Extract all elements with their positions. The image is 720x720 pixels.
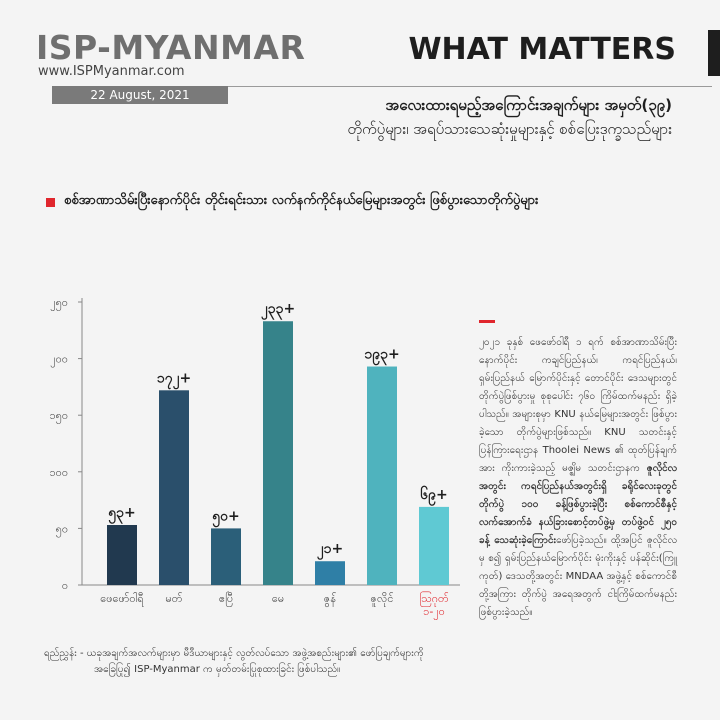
title-rule — [52, 86, 712, 87]
bar — [419, 506, 449, 585]
bar-value-label: ၅၀+ — [212, 508, 239, 527]
bar — [263, 321, 293, 585]
x-category-label: ဩဂုတ်၁-၂၀ — [419, 591, 449, 620]
bar — [107, 525, 137, 585]
website-url[interactable]: www.ISPMyanmar.com — [38, 64, 185, 79]
x-category-label: မတ် — [166, 592, 183, 605]
chart-subtitle: စစ်အာဏာသိမ်းပြီးနောက်ပိုင်း တိုင်းရင်းသာ… — [64, 193, 539, 208]
bar-value-label: ၆၉+ — [420, 486, 447, 506]
bar-value-label: ၂၁+ — [317, 541, 343, 560]
bar-value-label: ၁၇၂+ — [157, 370, 191, 389]
y-tick-label: ၅၀ — [56, 522, 68, 537]
x-category-label: ဇွန် — [324, 592, 336, 607]
y-tick-label: ၁၅၀ — [49, 409, 68, 424]
y-tick-label: ၁၀၀ — [49, 466, 68, 479]
body-para2: ဖော်ပြခဲ့သည်။ ထို့အပြင် ဇူလိုင်လမှ စ၍ ရှ… — [479, 535, 677, 618]
x-category-label: ဖေဖော်ဝါရီ — [100, 592, 144, 607]
headline-sub: တိုက်ပွဲများ၊ အရပ်သားသေဆုံးမှုများနှင့် … — [347, 120, 672, 138]
headline-main: အလေးထားရမည့်အကြောင်းအချက်များ အမှတ်(၃၉) — [385, 96, 672, 114]
subtitle-marker — [46, 198, 55, 207]
y-tick-label: ၂၀၀ — [50, 353, 68, 368]
brand-what-matters: WHAT MATTERS — [408, 32, 676, 67]
footer-note: ရည်ညွှန်း - ယခုအချက်အလက်များမှာ မီဒီယာမျ… — [44, 646, 644, 678]
y-tick-label: ၀ — [62, 579, 68, 592]
bar-value-label: ၁၉၃+ — [364, 347, 399, 366]
x-category-label: ဧပြီ — [219, 592, 233, 607]
body-text: ၂၀၂၁ ခုနှစ် ဖေဖော်ဝါရီ ၁ ရက် စစ်အာဏာသိမ်… — [479, 334, 677, 622]
body-para1: ၂၀၂၁ ခုနှစ် ဖေဖော်ဝါရီ ၁ ရက် စစ်အာဏာသိမ်… — [479, 337, 677, 474]
logo: ISP-MYANMAR — [36, 28, 306, 67]
bar — [367, 366, 397, 585]
footer-line1: ရည်ညွှန်း - ယခုအချက်အလက်များမှာ မီဒီယာမျ… — [44, 648, 424, 659]
date-bar: 22 August, 2021 — [52, 86, 228, 104]
footer-line2: အခြေပြု၍ ISP-Myanmar က မှတ်တမ်းပြုစုထားခ… — [94, 664, 341, 675]
y-tick-label: ၂၅၀ — [50, 296, 68, 311]
x-category-label: ဇူလိုင် — [371, 592, 394, 607]
bar-value-label: ၅၃+ — [108, 505, 135, 524]
x-category-label: မေ — [272, 592, 284, 605]
bar-value-label: ၂၃၃+ — [261, 301, 295, 320]
bar — [159, 390, 189, 585]
text-accent-dash — [479, 320, 495, 323]
bar — [315, 561, 345, 585]
brand-bar — [708, 30, 720, 76]
body-para-bold: ဇူလိုင်လအတွင်း ကရင်ပြည်နယ်အတွင်းရှိ ခရို… — [479, 463, 677, 546]
bar — [211, 528, 241, 585]
